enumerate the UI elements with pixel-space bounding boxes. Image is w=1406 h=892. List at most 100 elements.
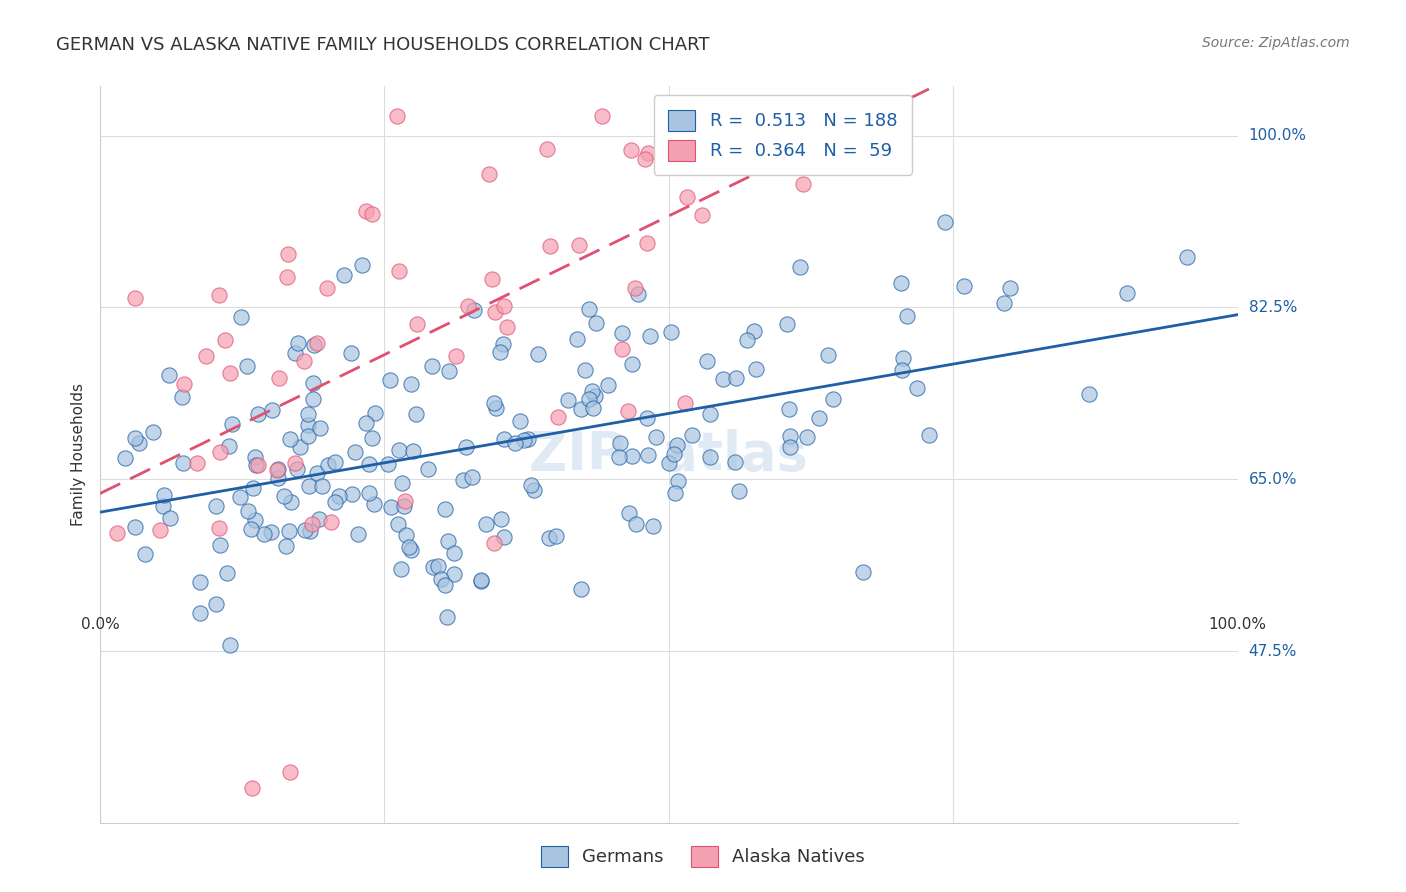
Point (494, 299, 516, 313)
Point (841, 109, 863, 123)
Point (434, 502, 457, 516)
Point (260, 525, 283, 540)
Point (664, 485, 686, 500)
Point (387, 442, 409, 457)
Point (659, 325, 682, 339)
Point (612, 326, 634, 340)
Point (717, 109, 740, 123)
Point (662, 447, 685, 461)
Point (152, 488, 174, 502)
Point (481, 272, 503, 286)
Point (209, 538, 232, 552)
Point (245, 450, 267, 464)
Point (789, 260, 811, 274)
Point (302, 392, 325, 406)
Point (205, 500, 228, 514)
Point (287, 336, 309, 351)
Point (658, 456, 681, 470)
Point (361, 431, 384, 445)
Point (267, 462, 290, 476)
Point (433, 578, 456, 592)
Point (621, 449, 644, 463)
Point (578, 301, 600, 316)
Point (302, 337, 325, 351)
Point (359, 485, 381, 500)
Point (742, 324, 765, 338)
Point (267, 471, 290, 485)
Point (389, 561, 412, 575)
Point (240, 780, 263, 795)
Text: GERMAN VS ALASKA NATIVE FAMILY HOUSEHOLDS CORRELATION CHART: GERMAN VS ALASKA NATIVE FAMILY HOUSEHOLD… (56, 36, 710, 54)
Point (636, 235, 658, 250)
Legend: R =  0.513   N = 188, R =  0.364   N =  59: R = 0.513 N = 188, R = 0.364 N = 59 (654, 95, 911, 175)
Point (676, 190, 699, 204)
Point (624, 516, 647, 531)
Point (475, 516, 498, 531)
Text: 65.0%: 65.0% (1249, 472, 1298, 487)
Point (484, 305, 506, 319)
Point (278, 432, 301, 446)
Point (205, 597, 228, 611)
Text: 100.0%: 100.0% (1209, 617, 1267, 632)
Point (436, 609, 458, 624)
Point (194, 349, 217, 363)
Point (246, 458, 269, 472)
Point (266, 462, 288, 476)
Point (891, 363, 914, 377)
Point (229, 310, 252, 325)
Point (711, 372, 734, 386)
Point (276, 269, 298, 284)
Point (325, 455, 347, 469)
Point (305, 335, 328, 350)
Point (776, 317, 799, 331)
Point (582, 401, 605, 416)
Point (172, 390, 194, 404)
Point (724, 455, 747, 469)
Point (585, 316, 607, 330)
Text: 0.0%: 0.0% (80, 617, 120, 632)
Point (637, 448, 659, 462)
Point (429, 572, 451, 586)
Point (159, 511, 181, 525)
Point (357, 457, 380, 471)
Point (402, 444, 425, 458)
Text: ZIP  atlas: ZIP atlas (530, 429, 808, 481)
Point (311, 479, 333, 493)
Point (485, 401, 508, 416)
Point (308, 512, 330, 526)
Point (513, 433, 536, 447)
Point (278, 524, 301, 538)
Point (637, 145, 659, 160)
Point (380, 373, 402, 387)
Point (565, 332, 588, 346)
Point (546, 529, 568, 543)
Point (380, 500, 402, 514)
Point (658, 128, 681, 142)
Point (779, 428, 801, 442)
Point (1000, 281, 1022, 295)
Point (392, 499, 415, 513)
Point (405, 318, 427, 332)
Point (783, 118, 806, 132)
Point (124, 520, 146, 534)
Point (1175, 250, 1198, 264)
Point (666, 474, 689, 488)
Point (1116, 286, 1139, 301)
Point (454, 440, 477, 454)
Point (896, 309, 918, 323)
Point (796, 430, 818, 444)
Point (596, 378, 619, 392)
Point (740, 109, 762, 123)
Point (607, 450, 630, 464)
Point (509, 414, 531, 428)
Point (623, 281, 645, 295)
Point (297, 428, 319, 442)
Point (636, 411, 658, 425)
Point (278, 765, 301, 780)
Point (236, 504, 259, 518)
Point (918, 427, 941, 442)
Point (364, 406, 387, 420)
Point (243, 512, 266, 526)
Point (186, 457, 208, 471)
Point (610, 342, 633, 356)
